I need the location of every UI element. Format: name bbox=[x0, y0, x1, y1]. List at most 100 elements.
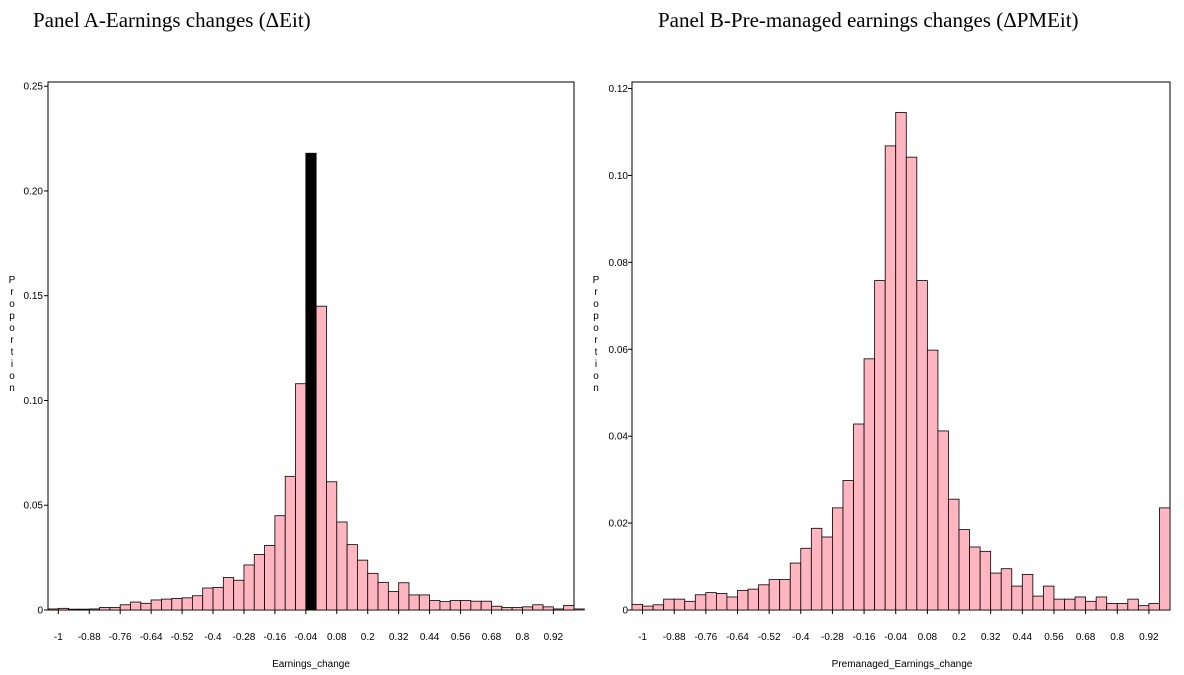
histogram-bar bbox=[926, 349, 939, 611]
x-tick-label: -0.52 bbox=[171, 632, 194, 643]
y-tick-label: 0 bbox=[622, 606, 628, 617]
histogram-bar bbox=[480, 600, 492, 611]
histogram-bar bbox=[1085, 600, 1097, 611]
histogram-bar bbox=[800, 547, 812, 611]
histogram-bar bbox=[1053, 598, 1065, 611]
histogram-bar bbox=[990, 572, 1002, 611]
x-tick-label: 0.44 bbox=[1013, 632, 1033, 643]
histogram-bar bbox=[673, 598, 686, 611]
histogram-bar bbox=[821, 536, 833, 611]
histogram-bar bbox=[895, 112, 907, 611]
x-tick-label: -1 bbox=[54, 632, 63, 643]
histogram-bar bbox=[1116, 603, 1129, 611]
histogram-bar bbox=[958, 529, 970, 611]
x-axis-label: Earnings_change bbox=[272, 659, 350, 670]
y-tick-label: 0 bbox=[37, 606, 43, 617]
y-tick-label: 0.08 bbox=[609, 258, 629, 269]
x-tick-label: 0.44 bbox=[420, 632, 440, 643]
x-tick-label: -0.64 bbox=[726, 632, 749, 643]
x-tick-label: 0.32 bbox=[981, 632, 1001, 643]
y-tick-label: 0.10 bbox=[609, 171, 629, 182]
y-tick-label: 0.05 bbox=[24, 501, 44, 512]
histogram-bar bbox=[905, 156, 918, 611]
histogram-bar bbox=[652, 604, 665, 611]
histogram-bar bbox=[663, 598, 675, 611]
x-tick-label: 0.56 bbox=[451, 632, 471, 643]
histogram-bar bbox=[1148, 603, 1160, 611]
x-tick-label: -0.64 bbox=[140, 632, 163, 643]
x-tick-label: 0.92 bbox=[544, 632, 564, 643]
histogram-bar bbox=[1106, 603, 1118, 611]
x-tick-label: -0.76 bbox=[694, 632, 717, 643]
histogram-bar bbox=[884, 145, 897, 611]
histogram-bar bbox=[758, 584, 770, 611]
y-tick-label: 0.06 bbox=[609, 345, 629, 356]
histogram-bar bbox=[563, 604, 575, 611]
histogram-bar bbox=[789, 562, 802, 611]
histogram-bar bbox=[863, 358, 876, 611]
x-axis-label: Premanaged_Earnings_change bbox=[832, 659, 973, 670]
histogram-bar bbox=[1159, 507, 1171, 611]
x-tick-label: 0.8 bbox=[1110, 632, 1124, 643]
histogram-bar bbox=[1000, 568, 1013, 611]
histogram-bar bbox=[853, 423, 865, 611]
panel-a-title: Panel A-Earnings changes (ΔEit) bbox=[33, 8, 311, 32]
histogram-bar bbox=[969, 546, 981, 611]
x-tick-label: -0.4 bbox=[204, 632, 222, 643]
histogram-bar bbox=[768, 579, 781, 611]
histogram-bar bbox=[779, 579, 791, 611]
x-tick-label: -0.04 bbox=[294, 632, 317, 643]
y-tick-label: 0.25 bbox=[24, 82, 44, 93]
histogram-bar bbox=[832, 507, 844, 611]
histogram-bar bbox=[979, 550, 992, 611]
histogram-bar bbox=[1043, 585, 1055, 611]
histogram-bar bbox=[737, 590, 749, 611]
x-tick-label: -0.16 bbox=[853, 632, 876, 643]
histogram-bar bbox=[937, 430, 949, 611]
x-tick-label: 0.68 bbox=[482, 632, 502, 643]
x-tick-label: -0.28 bbox=[233, 632, 256, 643]
y-tick-label: 0.04 bbox=[609, 432, 629, 443]
histogram-bar bbox=[694, 594, 707, 611]
y-tick-label: 0.20 bbox=[24, 186, 44, 197]
histogram-bar bbox=[1064, 598, 1076, 611]
histogram-bar bbox=[573, 608, 585, 611]
x-tick-label: 0.32 bbox=[389, 632, 409, 643]
y-tick-label: 0.10 bbox=[24, 396, 44, 407]
histogram-bar bbox=[1032, 595, 1044, 611]
histogram-bar bbox=[715, 593, 728, 611]
x-tick-label: 0.56 bbox=[1044, 632, 1064, 643]
histogram-bar bbox=[542, 606, 554, 611]
histogram-bar bbox=[315, 305, 327, 611]
x-tick-label: 0.92 bbox=[1139, 632, 1159, 643]
x-tick-label: 0.08 bbox=[327, 632, 347, 643]
histogram-bar bbox=[747, 588, 759, 611]
histogram-bar bbox=[1074, 596, 1087, 611]
histogram-bar bbox=[1095, 596, 1108, 611]
x-tick-label: -0.76 bbox=[109, 632, 132, 643]
x-tick-label: -0.4 bbox=[792, 632, 810, 643]
histogram-bar bbox=[1011, 585, 1023, 611]
histogram-bar bbox=[631, 603, 643, 611]
x-tick-label: -0.88 bbox=[78, 632, 101, 643]
histogram-bar bbox=[842, 480, 854, 611]
y-tick-label: 0.02 bbox=[609, 519, 629, 530]
x-tick-label: -1 bbox=[638, 632, 647, 643]
histogram-bar bbox=[948, 498, 960, 611]
histogram-bar bbox=[810, 527, 823, 611]
x-tick-label: 0.2 bbox=[952, 632, 966, 643]
histogram-bar bbox=[1127, 598, 1139, 611]
histogram-bar bbox=[1021, 573, 1034, 611]
histogram-bar bbox=[874, 280, 886, 611]
histogram-bar bbox=[684, 600, 696, 611]
x-tick-label: -0.04 bbox=[884, 632, 907, 643]
x-tick-label: 0.08 bbox=[918, 632, 938, 643]
x-tick-label: -0.28 bbox=[821, 632, 844, 643]
panel-b-title: Panel B-Pre-managed earnings changes (ΔP… bbox=[658, 8, 1079, 32]
x-tick-label: -0.88 bbox=[663, 632, 686, 643]
histogram-bar bbox=[642, 605, 654, 611]
